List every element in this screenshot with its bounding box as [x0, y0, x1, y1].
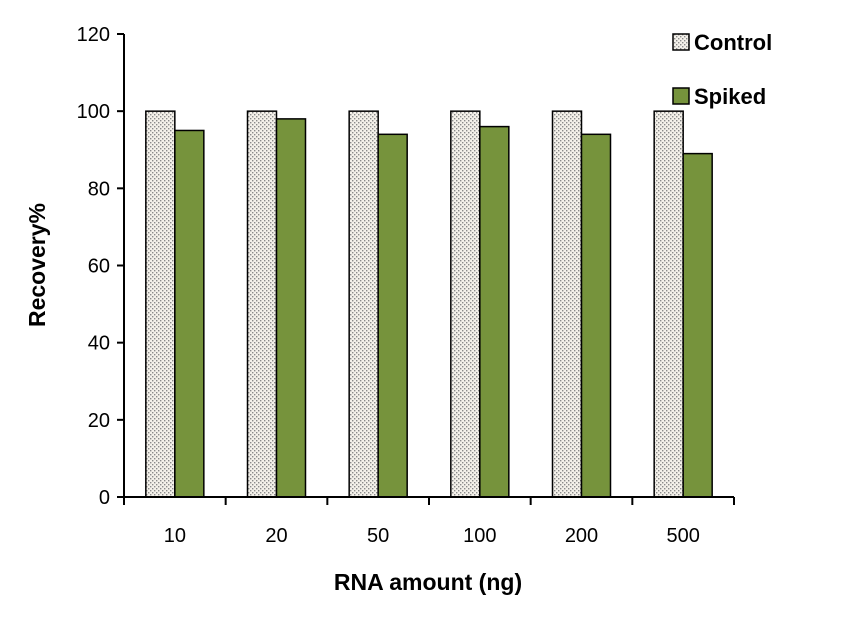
y-axis-title: Recovery% — [24, 203, 50, 327]
bar-spiked-50 — [377, 133, 408, 498]
x-tick-label: 500 — [666, 525, 699, 547]
bar-control-50 — [348, 110, 379, 498]
bar-spiked-200 — [580, 133, 612, 498]
x-tick-label: 10 — [164, 525, 186, 547]
y-tick-label: 80 — [88, 178, 110, 200]
x-tick-label: 20 — [265, 525, 287, 547]
bar-control-500 — [653, 110, 684, 498]
bar-spiked-20 — [275, 118, 307, 498]
x-tick-label: 50 — [367, 525, 389, 547]
x-tick-label: 100 — [463, 525, 496, 547]
legend-label-control: Control — [694, 30, 772, 55]
x-axis-ticks: 10 20 50 100 200 500 — [123, 497, 735, 547]
y-tick-label: 120 — [77, 24, 110, 46]
y-tick-label: 40 — [88, 333, 110, 355]
y-tick-label: 0 — [99, 487, 110, 509]
legend-swatch-control — [672, 33, 690, 51]
legend-label-spiked: Spiked — [694, 84, 766, 109]
y-tick-label: 20 — [88, 410, 110, 432]
y-axis-ticks: 0 20 40 60 80 100 120 — [77, 24, 124, 509]
y-tick-label: 100 — [77, 101, 110, 123]
bar-spiked-10 — [174, 129, 205, 498]
bars — [145, 110, 713, 498]
legend: Control Spiked — [672, 30, 772, 109]
x-tick-label: 200 — [565, 525, 598, 547]
legend-swatch-spiked — [672, 87, 690, 105]
y-tick-label: 60 — [88, 256, 110, 278]
bar-spiked-500 — [682, 152, 713, 498]
bar-control-20 — [246, 110, 278, 498]
bar-control-200 — [551, 110, 583, 498]
bar-control-10 — [145, 110, 176, 498]
bar-control-100 — [450, 110, 481, 498]
bar-spiked-100 — [479, 125, 510, 498]
x-axis-title: RNA amount (ng) — [334, 569, 522, 595]
